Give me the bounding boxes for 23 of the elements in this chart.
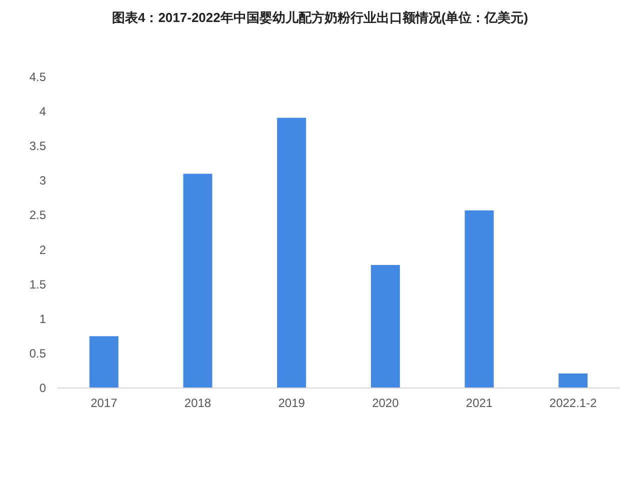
- y-tick-label: 0.5: [29, 346, 46, 360]
- y-tick-label: 4: [39, 104, 46, 119]
- y-tick-label: 4.5: [29, 70, 46, 84]
- x-tick-label: 2020: [372, 396, 400, 410]
- bar: [277, 118, 306, 388]
- y-tick-label: 1: [39, 312, 46, 326]
- bar: [89, 336, 118, 388]
- y-tick-label: 2: [39, 242, 46, 257]
- x-tick-label: 2022.1-2: [549, 396, 598, 410]
- bar: [464, 210, 494, 388]
- x-tick-label: 2018: [184, 396, 212, 410]
- x-tick-label: 2019: [278, 396, 306, 410]
- chart-title: 图表4：2017-2022年中国婴幼儿配方奶粉行业出口额情况(单位：亿美元): [112, 10, 528, 25]
- x-tick-label: 2017: [90, 396, 118, 410]
- bar: [183, 174, 212, 388]
- y-tick-label: 0: [39, 381, 46, 395]
- x-tick-label: 2021: [466, 396, 493, 410]
- y-tick-label: 3.5: [29, 139, 46, 154]
- y-tick-label: 2.5: [29, 208, 46, 222]
- bar: [558, 373, 588, 388]
- bar: [370, 264, 400, 388]
- y-tick-label: 3: [39, 174, 46, 188]
- y-tick-label: 1.5: [29, 277, 46, 292]
